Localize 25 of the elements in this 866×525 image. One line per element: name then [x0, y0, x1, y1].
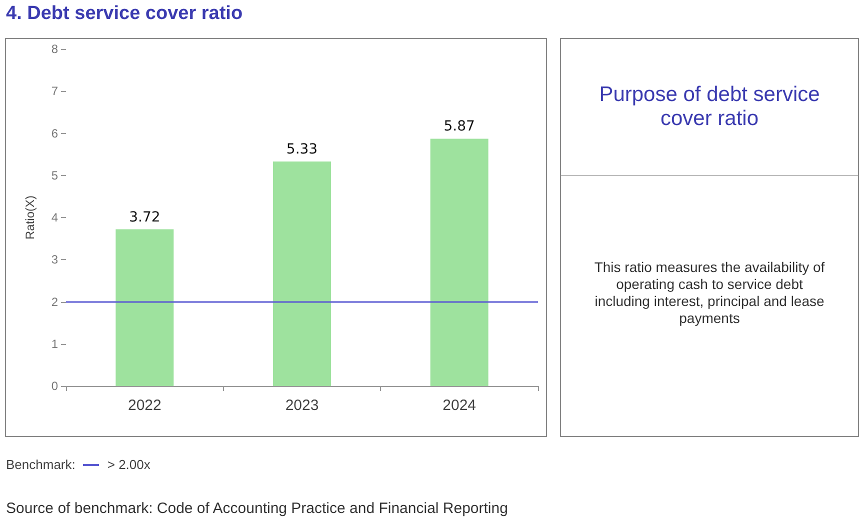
data-label: 5.33: [286, 141, 318, 158]
y-tick-label: 5: [51, 168, 58, 182]
y-tick-label: 1: [51, 336, 58, 351]
x-tick-label: 2023: [285, 397, 319, 414]
bar: [116, 229, 174, 386]
y-tick-label: 6: [51, 126, 58, 140]
chart-title: 4. Debt service cover ratio: [6, 3, 243, 25]
text: Purpose of debt service cover ratio: [561, 39, 858, 176]
y-tick-label: 4: [51, 210, 58, 224]
legend-label: > 2.00x: [107, 457, 150, 472]
y-tick-label: 0: [51, 379, 58, 393]
y-tick-label: 7: [51, 84, 58, 98]
data-label: 3.72: [129, 209, 160, 226]
y-tick-label: 3: [51, 252, 58, 267]
source-note: Source of benchmark: Code of Accounting Practice and Financial Reporting: [6, 500, 508, 517]
x-tick-label: 2022: [128, 397, 162, 414]
y-tick-label: 2: [51, 294, 58, 309]
y-tick-label: 8: [51, 42, 58, 56]
bar: [430, 138, 488, 386]
x-tick-label: 2024: [442, 397, 476, 414]
text: Benchmark:: [6, 457, 76, 472]
text: This ratio measures the availability of operating cash to service debt including interest, principal and lease payments: [593, 259, 826, 327]
data-label: 5.87: [444, 118, 475, 135]
bar: [273, 161, 331, 386]
y-axis-title: Ratio(X): [23, 195, 37, 240]
